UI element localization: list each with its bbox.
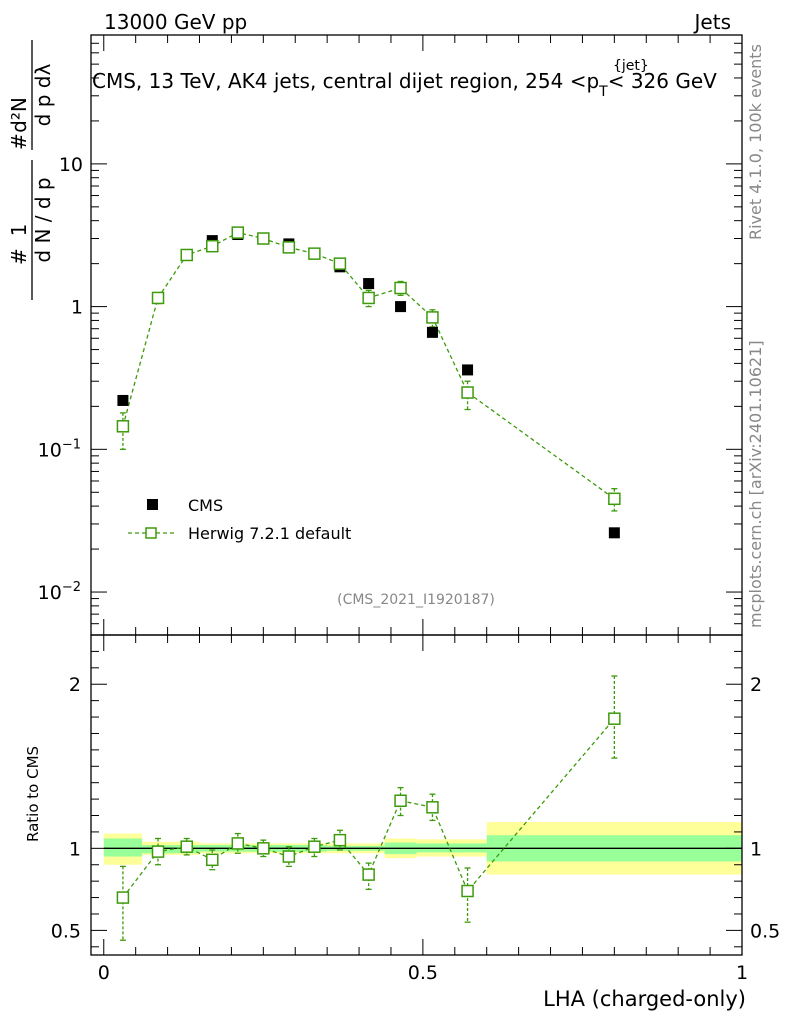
main-y-tick-label: 10−2 <box>38 580 81 604</box>
ratio-y-axis-title: Ratio to CMS <box>24 746 42 842</box>
y-title-second-num: d²N <box>7 97 31 133</box>
plot-title: CMS, 13 TeV, AK4 jets, central dijet reg… <box>92 69 717 100</box>
ratio-frame <box>90 634 743 956</box>
legend-cms-marker <box>147 499 158 510</box>
ratio-data-point <box>394 794 407 807</box>
x-tick-label: 0.5 <box>408 962 438 984</box>
herwig-data-point <box>426 311 439 324</box>
herwig-data-point <box>180 248 193 262</box>
plot-title-sup: {jet} <box>613 58 649 74</box>
ratio-data-point <box>151 845 165 858</box>
ratio-data-point <box>116 891 130 904</box>
ratio-y-tick-label: 2 <box>69 674 81 696</box>
y-title-hash-2: # <box>7 133 31 150</box>
legend-herwig-label: Herwig 7.2.1 default <box>188 524 351 543</box>
y-title-second-den: d p dλ <box>31 64 55 127</box>
ratio-y-tick-label-right: 1 <box>750 838 762 860</box>
ratio-data-point <box>231 837 245 850</box>
cms-data-point <box>395 301 407 313</box>
herwig-data-point <box>206 239 219 253</box>
herwig-data-point <box>308 247 321 260</box>
cms-data-point <box>363 278 375 290</box>
plot-title-sub: T <box>598 84 608 100</box>
herwig-data-point <box>151 291 165 305</box>
rivet-version-label: Rivet 4.1.0, 100k events <box>746 44 765 240</box>
ratio-data-point <box>608 712 621 725</box>
herwig-data-point <box>257 232 270 245</box>
main-y-tick-label: 10 <box>59 154 83 176</box>
herwig-data-point <box>333 257 347 270</box>
ratio-y-tick-label: 1 <box>69 838 81 860</box>
x-tick-label: 0 <box>98 962 110 984</box>
ratio-data-point <box>180 840 193 853</box>
cms-data-point <box>608 527 620 539</box>
cms-data-point <box>117 394 129 406</box>
y-title-numerator-one: 1 <box>7 224 31 237</box>
legend-cms-label: CMS <box>188 496 223 515</box>
ratio-data-point <box>257 842 270 855</box>
herwig-data-point <box>608 492 621 506</box>
main-y-axis-title: 1 d N / d p d²N d p dλ # # <box>7 40 55 300</box>
header-category-label: Jets <box>693 10 731 34</box>
legend: CMS Herwig 7.2.1 default <box>128 496 351 543</box>
ratio-y-tick-label-right: 0.5 <box>750 920 780 942</box>
plot-title-end: < 326 GeV <box>608 69 717 93</box>
herwig-data-point <box>231 226 245 239</box>
cms-data-point <box>462 364 474 376</box>
mcplots-label: mcplots.cern.ch [arXiv:2401.10621] <box>746 340 765 628</box>
main-plot: 10−2 10−1 1 10 <box>38 34 743 636</box>
ratio-data-point <box>282 850 296 863</box>
ratio-data-point <box>426 801 439 814</box>
herwig-data-point <box>282 241 296 254</box>
ratio-data-point <box>206 853 219 867</box>
ratio-data-point <box>308 840 321 853</box>
ratio-y-tick-label-right: 2 <box>750 674 762 696</box>
ratio-data-point <box>333 833 347 847</box>
herwig-data-point <box>362 291 375 305</box>
analysis-watermark: (CMS_2021_I1920187) <box>337 592 495 608</box>
main-y-tick-label: 1 <box>71 297 83 319</box>
herwig-data-point <box>461 386 474 399</box>
y-title-hash-1: # <box>7 248 31 265</box>
herwig-line <box>122 231 615 500</box>
ratio-data-point <box>362 868 375 881</box>
ratio-data-point <box>461 884 474 898</box>
main-frame <box>90 34 743 636</box>
cms-data-point <box>426 326 438 338</box>
x-axis-title: LHA (charged-only) <box>543 987 746 1011</box>
ratio-band-inner <box>103 838 143 857</box>
main-y-tick-label: 10−1 <box>38 437 81 461</box>
x-tick-label: 1 <box>736 962 748 984</box>
plot-title-main: CMS, 13 TeV, AK4 jets, central dijet reg… <box>92 69 599 93</box>
ratio-y-tick-label: 0.5 <box>51 920 81 942</box>
herwig-data-point <box>394 281 407 295</box>
header-collision-label: 13000 GeV pp <box>104 10 247 34</box>
herwig-data-point <box>116 420 130 433</box>
legend-herwig-marker <box>145 527 157 539</box>
ratio-plot: 0.5 0.51 12 20 0.5 1 <box>51 634 780 984</box>
y-title-denominator: d N / d p <box>31 177 55 262</box>
